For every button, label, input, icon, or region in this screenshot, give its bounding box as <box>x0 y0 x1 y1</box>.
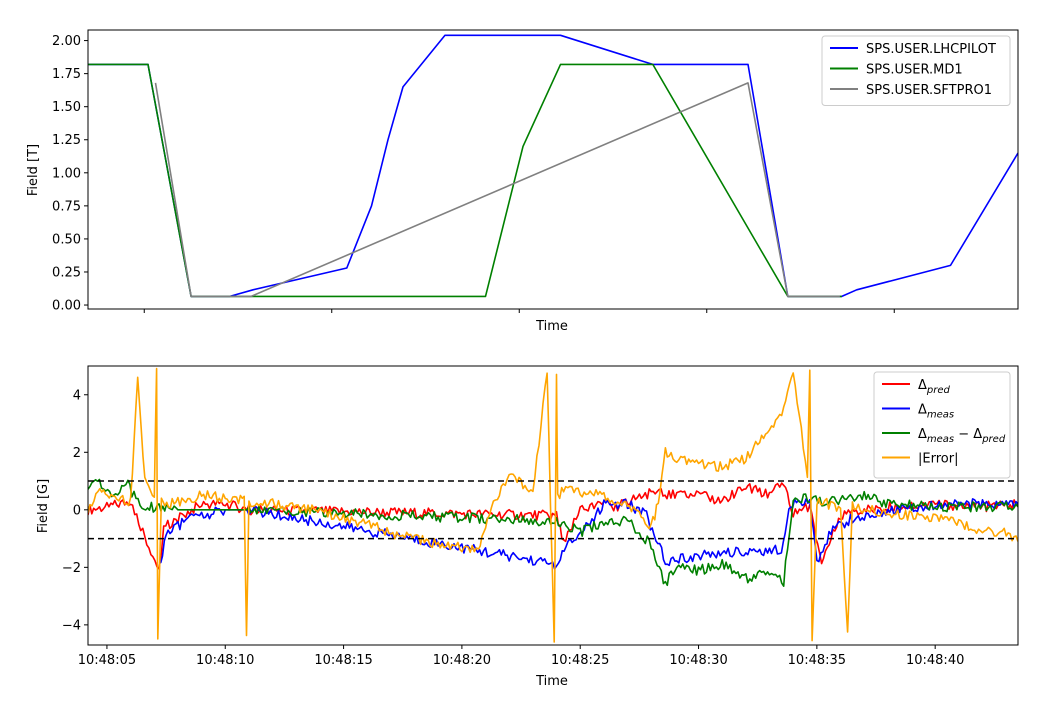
bottom-panel-frame <box>87 365 1019 646</box>
legend-label-meas: Δmeas <box>918 403 954 421</box>
x-tick-label: 10:48:05 <box>78 653 136 668</box>
bottom-panel-series <box>88 367 1018 643</box>
y-tick-label: 1.25 <box>52 133 81 148</box>
legend-label-sps-user-lhcpilot: SPS.USER.LHCPILOT <box>866 42 996 57</box>
top-panel-x-ticks <box>143 309 895 313</box>
legend-box <box>873 371 1011 479</box>
top-panel-frame <box>87 29 1019 310</box>
top-panel-ylabel: Field [T] <box>26 144 41 196</box>
legend-label-sps-user-sftpro1: SPS.USER.SFTPRO1 <box>866 83 992 98</box>
y-tick-label: 2 <box>73 446 81 461</box>
x-tick-label: 10:48:30 <box>669 653 727 668</box>
legend-label-meas-pred: Δmeas − Δpred <box>918 427 1006 445</box>
series-line-error <box>88 367 1018 643</box>
series-line-sps-user-md1 <box>88 63 842 298</box>
y-tick-label: −4 <box>62 618 81 633</box>
y-tick-label: 0.25 <box>52 265 81 280</box>
top-panel-y-ticks: 0.00 0.25 0.50 0.75 1.00 1.25 1.50 1.75 2.00 <box>52 34 88 314</box>
top-panel-legend: SPS.USER.LHCPILOT SPS.USER.MD1 SPS.USER.SF… <box>821 35 1011 106</box>
bottom-panel-ylabel: Field [G] <box>36 479 51 533</box>
x-tick-label: 10:48:35 <box>788 653 846 668</box>
series-line-sps-user-sftpro1 <box>154 82 840 298</box>
bottom-panel-xlabel: Time <box>535 674 568 689</box>
y-tick-label: 1.75 <box>52 67 81 82</box>
bottom-panel-legend: Δpred Δmeas Δmeas − Δpred |Error| <box>873 371 1011 479</box>
legend-label-sps-user-md1: SPS.USER.MD1 <box>866 63 963 78</box>
y-tick-label: 1.00 <box>52 166 81 181</box>
x-tick-label: 10:48:15 <box>314 653 372 668</box>
y-tick-label: 0.50 <box>52 232 81 247</box>
y-tick-label: 4 <box>73 388 81 403</box>
legend-label-pred: Δpred <box>918 378 951 396</box>
y-tick-label: 0.00 <box>52 299 81 314</box>
x-tick-label: 10:48:25 <box>551 653 609 668</box>
x-tick-label: 10:48:10 <box>196 653 254 668</box>
x-tick-label: 10:48:20 <box>433 653 491 668</box>
bottom-panel: −4 −2 0 2 4 10:48:05 10:48:10 10:48:15 10:48:20… <box>36 365 1019 689</box>
x-tick-label: 10:48:40 <box>906 653 964 668</box>
bottom-panel-y-ticks: −4 −2 0 2 4 <box>62 388 88 633</box>
top-panel-series <box>88 34 1018 298</box>
y-tick-label: 0.75 <box>52 199 81 214</box>
y-tick-label: 2.00 <box>52 34 81 49</box>
bottom-panel-x-ticks: 10:48:05 10:48:10 10:48:15 10:48:20 10:48:25… <box>78 645 964 668</box>
y-tick-label: 0 <box>73 503 81 518</box>
legend-box <box>821 35 1011 106</box>
top-panel: 0.00 0.25 0.50 0.75 1.00 1.25 1.50 1.75 2.00 Tim… <box>26 29 1019 334</box>
y-tick-label: −2 <box>62 561 81 576</box>
legend-label-error: |Error| <box>918 452 958 467</box>
y-tick-label: 1.50 <box>52 100 81 115</box>
series-line-meas <box>158 498 1018 570</box>
top-panel-xlabel: Time <box>535 319 568 334</box>
